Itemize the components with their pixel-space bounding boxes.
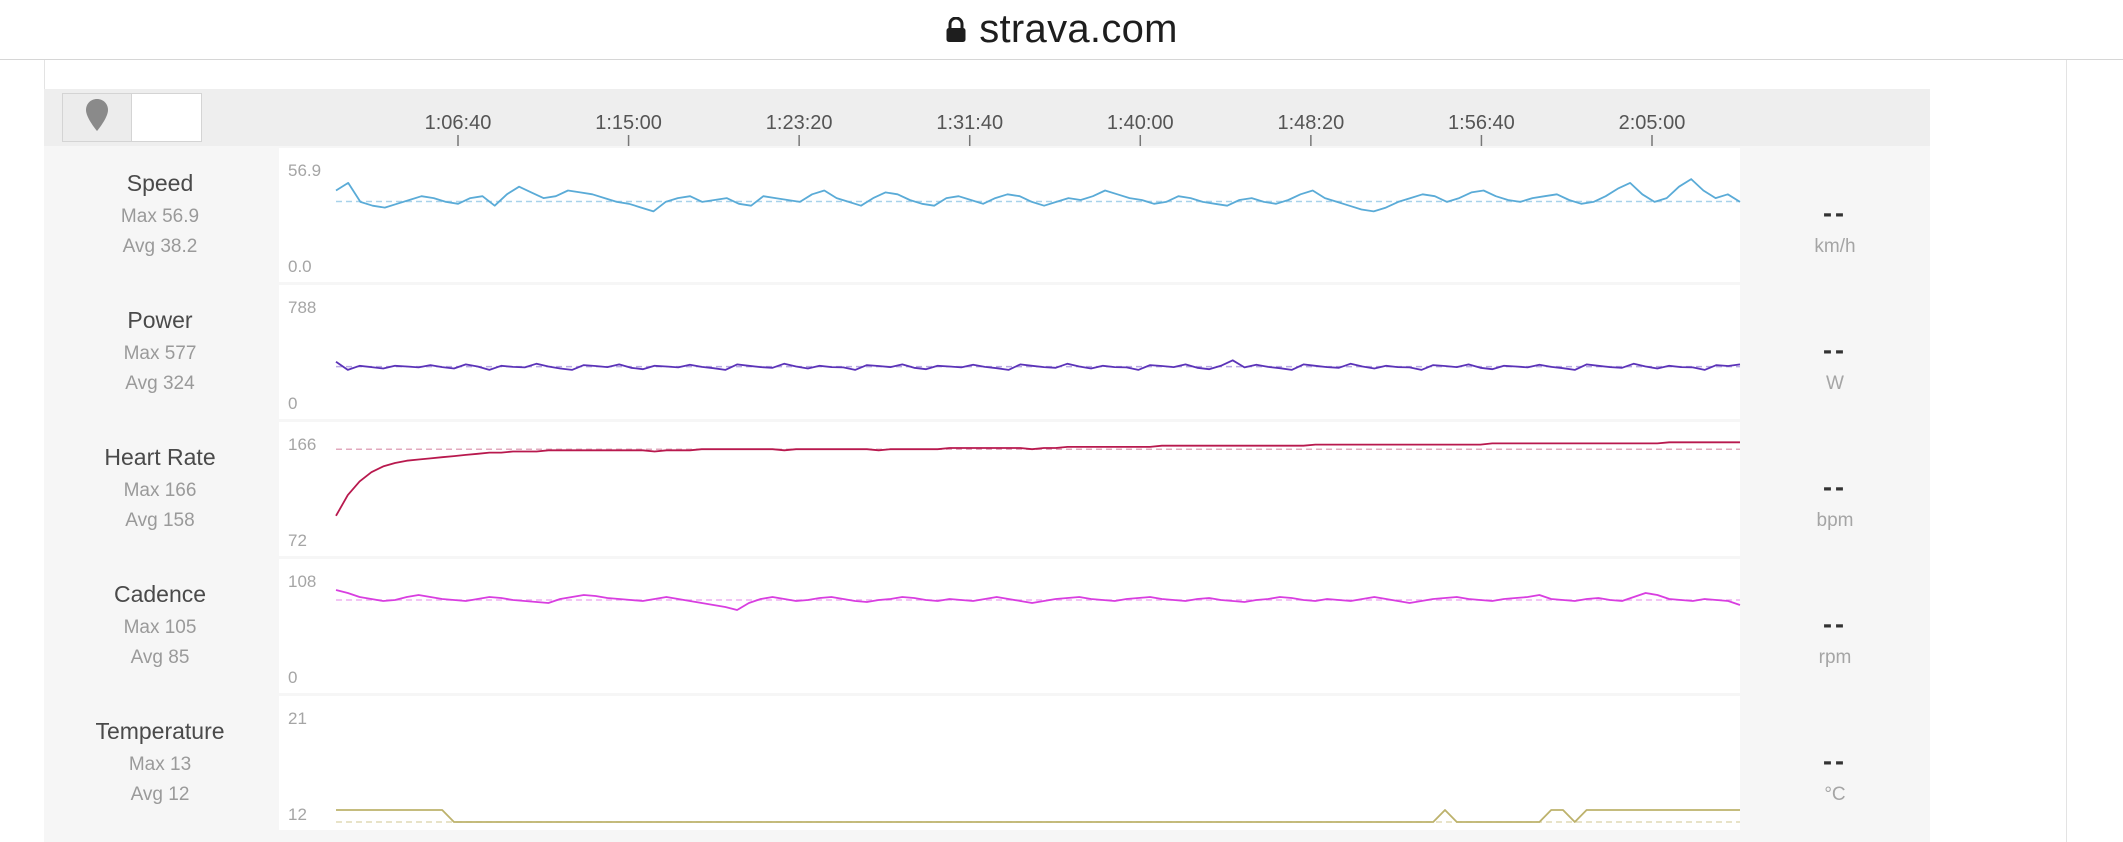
metric-chart[interactable]: 108 0 [279,559,1741,693]
current-value-text: -- [1823,609,1847,639]
current-value: -- °C [1740,696,1930,830]
metric-name: Power [127,307,193,333]
time-tick-label: 1:48:20 [1277,112,1344,134]
metric-chart-svg: 166 72 [288,435,1740,550]
current-value-text: -- [1823,472,1847,502]
metric-avg: Avg 85 [130,647,190,668]
unit-label: °C [1824,784,1846,805]
series-line-cadence [335,589,1741,611]
time-tick-label: 1:56:40 [1448,112,1515,134]
y-axis-max-label: 21 [288,709,307,728]
time-axis: 1:06:40 1:15:00 1:23:20 1:31:40 1:40:00 1:48:… [425,112,1686,146]
metric-row-temperature: Temperature Max 13 Avg 12 21 12 -- °C [44,696,1930,830]
y-axis-min-label: 72 [288,531,307,550]
time-tick-label: 1:40:00 [1107,112,1174,134]
metric-row-speed: Speed Max 56.9 Avg 38.2 56.9 0.0 -- km/h [44,148,1930,282]
metric-max: Max 166 [123,480,197,501]
unit-label: rpm [1818,647,1852,668]
y-axis-max-label: 788 [288,298,316,317]
metric-label: Power Max 577 Avg 324 [44,285,276,419]
y-axis-min-label: 12 [288,805,307,824]
time-tick-label: 1:31:40 [936,112,1003,134]
metric-avg: Avg 324 [125,373,195,394]
metric-label: Temperature Max 13 Avg 12 [44,696,276,830]
metric-name: Cadence [113,581,207,607]
metric-chart-svg: 21 12 [288,709,1740,824]
metric-avg: Avg 12 [130,784,190,805]
metric-max: Max 13 [128,754,192,775]
metric-chart[interactable]: 788 0 [279,285,1741,419]
y-axis-max-label: 166 [288,435,316,454]
metric-max: Max 105 [123,617,197,638]
time-tick-label: 1:15:00 [595,112,662,134]
series-line-power [335,359,1741,371]
page-border-right [2066,60,2067,842]
series-line-speed [335,178,1741,213]
browser-url-bar[interactable]: strava.com [0,0,2123,60]
metric-label: Heart Rate Max 166 Avg 158 [44,422,276,556]
current-value: -- rpm [1740,559,1930,693]
metric-max: Max 577 [123,343,197,364]
metric-chart-svg: 56.9 0.0 [288,161,1741,276]
chart-header: 1:06:40 1:15:00 1:23:20 1:31:40 1:40:00 1:48:… [44,89,1930,146]
series-line-temperature [336,809,1740,823]
metric-chart-svg: 788 0 [288,298,1741,413]
current-value-text: -- [1823,198,1847,228]
map-pin-icon [85,98,109,137]
y-axis-max-label: 56.9 [288,161,321,180]
series-line-heart-rate [335,441,1740,517]
current-value: -- km/h [1740,148,1930,282]
chart-view-button[interactable] [132,93,202,142]
metric-label: Speed Max 56.9 Avg 38.2 [44,148,276,282]
y-axis-min-label: 0 [288,668,297,687]
metric-avg: Avg 38.2 [122,236,198,257]
y-axis-max-label: 108 [288,572,316,591]
time-tick-label: 1:23:20 [766,112,833,134]
url-text: strava.com [979,7,1178,51]
metric-max: Max 56.9 [120,206,200,227]
metric-chart[interactable]: 56.9 0.0 [279,148,1741,282]
unit-label: bpm [1816,510,1854,531]
current-value: -- W [1740,285,1930,419]
unit-label: km/h [1814,236,1856,257]
time-tick-label: 1:06:40 [425,112,492,134]
metric-name: Speed [126,170,194,196]
y-axis-min-label: 0 [288,394,297,413]
lock-icon [945,16,967,43]
current-value-text: -- [1823,335,1847,365]
time-tick-label: 2:05:00 [1619,112,1686,134]
metric-row-cadence: Cadence Max 105 Avg 85 108 0 -- rpm [44,559,1930,693]
unit-label: W [1826,373,1844,394]
current-value: -- bpm [1740,422,1930,556]
map-view-button[interactable] [62,93,132,142]
metric-label: Cadence Max 105 Avg 85 [44,559,276,693]
metric-name: Temperature [95,718,225,744]
y-axis-min-label: 0.0 [288,257,312,276]
metric-avg: Avg 158 [125,510,195,531]
metric-row-power: Power Max 577 Avg 324 788 0 -- W [44,285,1930,419]
metric-chart[interactable]: 166 72 [279,422,1740,556]
metric-chart[interactable]: 21 12 [279,696,1740,830]
current-value-text: -- [1823,746,1847,776]
view-toggle-group [62,93,202,142]
metric-name: Heart Rate [104,444,216,470]
metric-chart-svg: 108 0 [288,572,1741,687]
metric-row-heart-rate: Heart Rate Max 166 Avg 158 166 72 -- bpm [44,422,1930,556]
analysis-panel: 1:06:40 1:15:00 1:23:20 1:31:40 1:40:00 1:48:… [44,89,1930,842]
